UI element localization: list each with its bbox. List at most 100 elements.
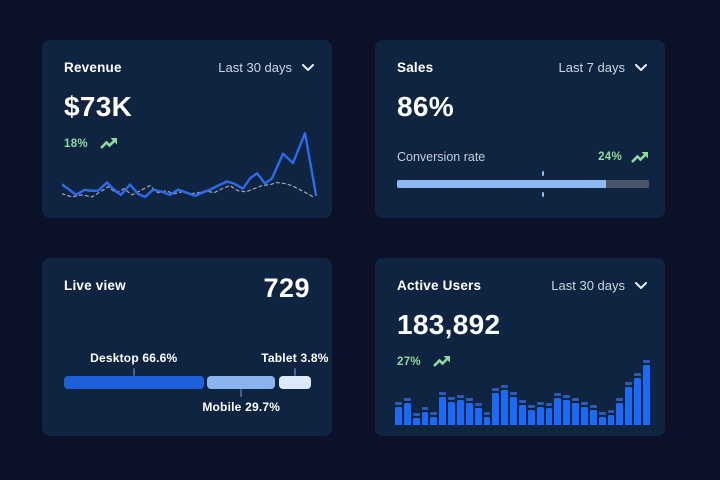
revenue-card-title: Revenue (64, 60, 122, 75)
bar-body (492, 393, 500, 425)
bar-cap (519, 400, 526, 403)
user-activity-bar (536, 402, 544, 425)
conversion-progress-fill (397, 180, 607, 188)
progress-marker-bottom (542, 192, 545, 197)
sales-range-label: Last 7 days (558, 60, 626, 75)
device-split-bottom-labels: Mobile 29.7% (64, 389, 311, 417)
active-users-card-title: Active Users (397, 278, 482, 293)
bar-body (457, 400, 464, 425)
revenue-range-label: Last 30 days (218, 60, 292, 75)
user-activity-bar (439, 392, 447, 425)
bar-body (563, 400, 571, 425)
bar-cap (448, 397, 456, 400)
line-series-previous_period (62, 181, 316, 199)
bar-body (403, 403, 411, 425)
sales-card-header: Sales Last 7 days (375, 40, 665, 75)
sales-card-title: Sales (397, 60, 434, 75)
bar-body (510, 397, 518, 425)
sales-card: Sales Last 7 days 86% Conversion rate 24… (375, 40, 665, 218)
bar-body (536, 407, 544, 425)
bar-body (465, 403, 473, 425)
desktop-share-label: Desktop 66.6% (90, 351, 178, 365)
bar-body (501, 390, 509, 425)
bar-cap (501, 385, 509, 388)
user-activity-bar (395, 402, 402, 425)
conversion-delta: 24% (598, 151, 622, 163)
trend-up-icon (100, 138, 117, 149)
bar-cap (643, 360, 650, 363)
revenue-range-dropdown[interactable]: Last 30 days (218, 60, 314, 75)
conversion-delta-group: 24% (598, 151, 649, 164)
bar-cap (527, 405, 535, 408)
revenue-line-chart (62, 126, 318, 200)
bar-body (545, 408, 553, 425)
tablet-tick (293, 368, 296, 376)
revenue-card-header: Revenue Last 30 days (42, 40, 332, 75)
bar-cap (536, 402, 544, 405)
segment-mobile (207, 376, 276, 389)
bar-cap (457, 395, 464, 398)
active-users-value: 183,892 (397, 309, 501, 340)
revenue-delta: 18% (64, 137, 88, 150)
user-activity-bar (448, 397, 456, 425)
bar-cap (563, 395, 571, 398)
segment-tablet (278, 376, 311, 389)
sales-value: 86% (397, 91, 454, 122)
user-activity-bar (527, 405, 535, 425)
user-activity-bar (510, 392, 518, 425)
bar-cap (439, 392, 447, 395)
bar-body (439, 397, 447, 425)
user-activity-bar (616, 398, 624, 425)
user-activity-bar (607, 410, 615, 425)
user-activity-bar (519, 400, 526, 425)
bar-cap (412, 413, 420, 416)
bar-cap (589, 405, 597, 408)
active-users-range-dropdown[interactable]: Last 30 days (551, 278, 647, 293)
bar-cap (581, 402, 588, 405)
chevron-down-icon (302, 64, 314, 71)
bar-body (643, 365, 650, 425)
bar-cap (483, 412, 491, 415)
trend-up-icon (433, 356, 450, 367)
user-activity-bar (501, 385, 509, 425)
bar-cap (598, 412, 606, 415)
bar-body (589, 410, 597, 425)
live-view-card: Live view 729 Desktop 66.6% Tablet 3.8% … (42, 258, 332, 436)
user-activity-bar (492, 388, 500, 425)
bar-body (483, 417, 491, 425)
user-activity-bar (412, 413, 420, 425)
active-users-delta-row: 27% (375, 355, 665, 368)
conversion-progress (397, 171, 649, 197)
bar-cap (554, 393, 562, 396)
user-activity-bar (403, 398, 411, 425)
bar-cap (421, 407, 429, 410)
bar-body (634, 378, 642, 425)
bar-body (395, 407, 402, 425)
bar-body (616, 403, 624, 425)
active-users-card-header: Active Users Last 30 days (375, 258, 665, 293)
device-split-top-labels: Desktop 66.6% Tablet 3.8% (64, 348, 328, 376)
revenue-value: $73K (64, 91, 133, 122)
bar-body (581, 407, 588, 425)
bar-cap (572, 398, 580, 401)
user-activity-bar (474, 403, 482, 425)
sales-range-dropdown[interactable]: Last 7 days (558, 60, 647, 75)
trend-up-icon (631, 151, 648, 163)
line-series-current_period (62, 131, 318, 199)
user-activity-bar (625, 382, 633, 425)
revenue-card: Revenue Last 30 days $73K 18% (42, 40, 332, 218)
bar-body (572, 403, 580, 425)
user-activity-bar (572, 398, 580, 425)
tablet-share-label: Tablet 3.8% (261, 351, 329, 365)
user-activity-bar (563, 395, 571, 425)
bar-cap (625, 382, 633, 385)
user-activity-bar (589, 405, 597, 425)
user-activity-bar (430, 412, 438, 425)
active-users-delta: 27% (397, 355, 421, 368)
conversion-rate-row: Conversion rate 24% (375, 150, 665, 164)
device-split-bar (64, 376, 311, 389)
mobile-tick (240, 389, 243, 397)
bar-body (607, 415, 615, 425)
bar-cap (545, 403, 553, 406)
user-activity-bar (545, 403, 553, 425)
